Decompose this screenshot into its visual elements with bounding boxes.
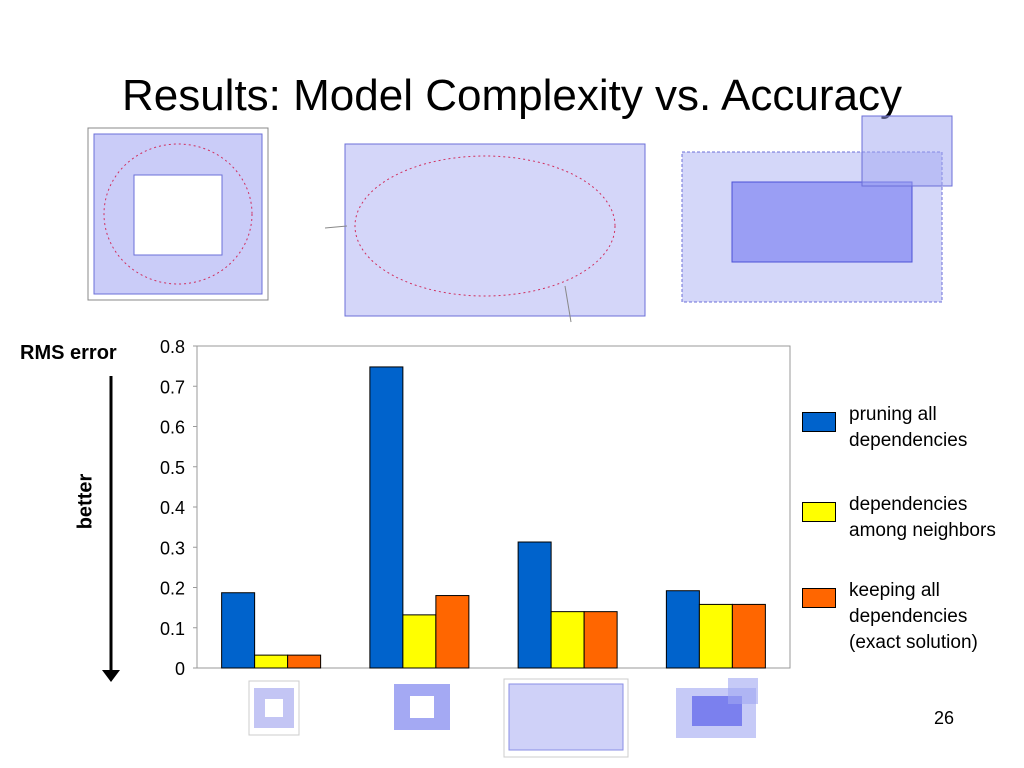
legend-item-exact: keeping all dependencies (exact solution… [802,578,1009,656]
y-tick-label: 0 [175,659,185,679]
bar-series1-category4 [665,590,700,669]
legend-label: dependencies among neighbors [849,494,996,541]
layout-diagram-ring-large [87,127,269,301]
layout-diagram-overlap-large [681,115,953,303]
legend-item-neighbors: dependencies among neighbors [802,492,1024,544]
category-thumbnail-2 [394,684,450,730]
y-tick-label: 0.2 [160,579,185,599]
y-tick-label: 0.5 [160,458,185,478]
y-axis: 0 0.1 0.2 0.3 0.4 0.5 0.6 0.7 0.8 [160,337,197,679]
bar-series2-category1 [254,654,289,669]
slide-title: Results: Model Complexity vs. Accuracy [121,71,903,120]
bars [221,366,766,669]
legend-swatch-orange [802,588,836,608]
bar-series3-category4 [731,603,766,669]
bar-series3-category2 [435,595,470,669]
y-tick-label: 0.4 [160,498,185,518]
legend-item-pruning: pruning all dependencies [802,402,999,454]
legend-swatch-blue [802,412,836,432]
y-tick-label: 0.1 [160,619,185,639]
y-tick-label: 0.6 [160,418,185,438]
bar-series3-category1 [287,654,322,669]
bar-series2-category3 [550,611,585,669]
layout-diagram-grid-large [325,143,646,323]
bar-series3-category3 [583,611,618,669]
y-tick-label: 0.3 [160,538,185,558]
category-thumbnail-3 [503,678,629,758]
bar-series1-category1 [221,592,256,669]
bar-series2-category2 [402,614,437,669]
y-axis-label: RMS error [20,342,117,364]
y-tick-label: 0.8 [160,337,185,357]
legend-label: keeping all dependencies (exact solution… [849,580,978,653]
y-tick-label: 0.7 [160,377,185,397]
bar-series2-category4 [698,603,733,669]
bar-series1-category2 [369,366,404,669]
better-arrow [102,376,120,682]
category-thumbnail-4 [676,678,758,738]
slide-number: 26 [934,708,955,728]
legend-label: pruning all dependencies [849,404,968,451]
bar-series1-category3 [517,541,552,669]
category-thumbnail-1 [248,680,300,736]
legend-swatch-yellow [802,502,836,522]
